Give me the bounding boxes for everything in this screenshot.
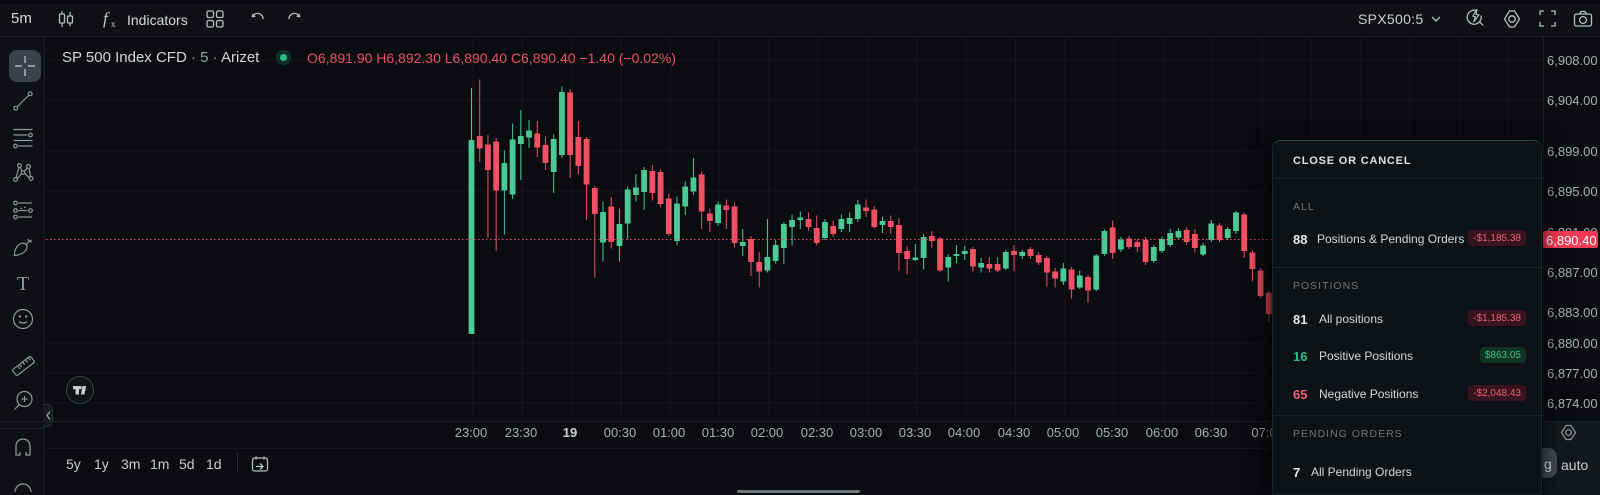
svg-text:x: x [111,19,116,29]
svg-text:f: f [103,9,110,28]
svg-text:T: T [17,273,29,295]
